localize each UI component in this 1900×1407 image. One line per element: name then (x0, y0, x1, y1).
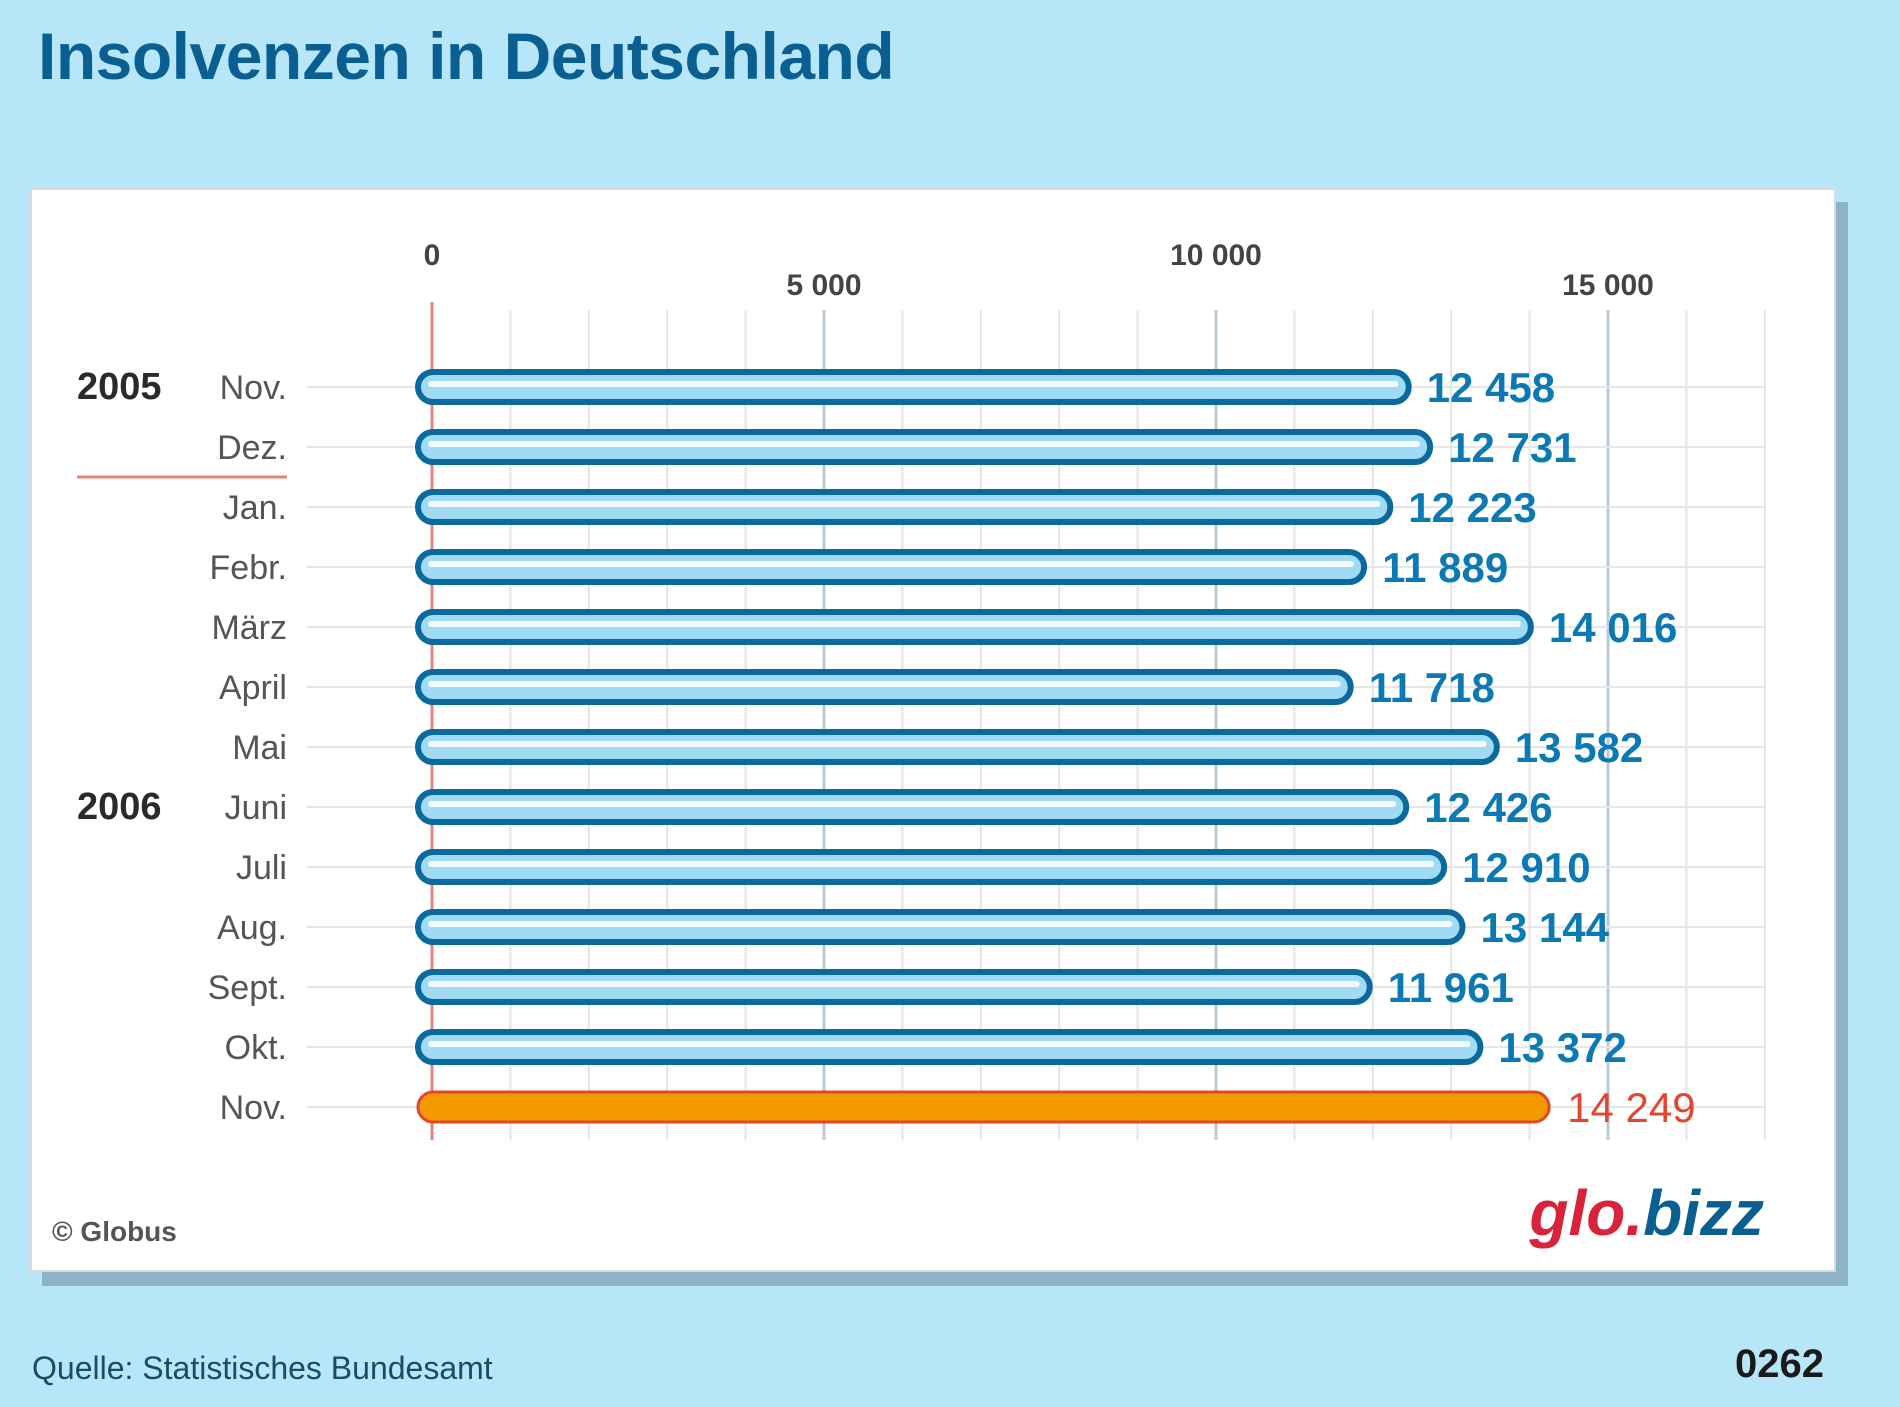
category-label: Nov. (220, 1089, 287, 1127)
bar-chart: 0 5 000 10 000 15 000 Nov. Dez. Jan. Febr. März… (77, 239, 1766, 1140)
bar (416, 1090, 1551, 1124)
bar-highlight-stripe (428, 441, 1421, 447)
year-label: 2006 (77, 786, 162, 828)
value-label: 12 223 (1408, 484, 1536, 531)
source-note: Quelle: Statistisches Bundesamt (32, 1350, 493, 1386)
category-label: Okt. (225, 1029, 287, 1067)
bar-highlight-stripe (428, 561, 1355, 567)
bars (415, 369, 1551, 1124)
chart-title: Insolvenzen in Deutschland (38, 19, 895, 93)
value-label: 13 582 (1515, 724, 1643, 771)
bar-highlight-stripe (428, 681, 1341, 687)
category-label: Nov. (220, 369, 287, 407)
value-label: 14 016 (1549, 604, 1677, 651)
value-label: 13 372 (1498, 1024, 1626, 1071)
x-tick-label: 0 (424, 239, 441, 272)
value-label: 11 889 (1382, 544, 1508, 591)
value-label: 14 249 (1567, 1084, 1695, 1131)
category-label: Febr. (210, 549, 287, 587)
value-labels: 12 458 12 731 12 223 11 889 14 016 11 718 13 5… (1369, 364, 1696, 1131)
value-label: 13 144 (1480, 904, 1609, 951)
bar-highlight-stripe (428, 741, 1487, 747)
x-tick-label: 10 000 (1170, 239, 1262, 272)
copyright-label: © Globus (52, 1216, 177, 1247)
category-label: Sept. (208, 969, 287, 1007)
logo-part-1: glo. (1529, 1177, 1644, 1249)
category-label: Juni (225, 789, 287, 827)
x-tick-label: 15 000 (1562, 269, 1654, 302)
bar-highlight-stripe (428, 861, 1435, 867)
bar-highlight-stripe (428, 621, 1521, 627)
bar-highlight-stripe (428, 801, 1397, 807)
bar-highlight-stripe (428, 981, 1360, 987)
category-label: Dez. (217, 429, 287, 467)
year-label: 2005 (77, 366, 162, 408)
globizz-logo: glo.bizz (1529, 1176, 1764, 1250)
category-label: Aug. (217, 909, 287, 947)
value-label: 12 458 (1427, 364, 1555, 411)
logo-part-2: bizz (1643, 1177, 1764, 1249)
year-labels: 2005 2006 (77, 366, 287, 828)
chart-panel: 0 5 000 10 000 15 000 Nov. Dez. Jan. Febr. März… (30, 188, 1836, 1272)
value-label: 11 961 (1388, 964, 1514, 1011)
category-label: Mai (232, 729, 287, 767)
value-label: 11 718 (1369, 664, 1495, 711)
value-label: 12 731 (1448, 424, 1576, 471)
graphic-code: 0262 (1735, 1342, 1824, 1386)
category-labels: Nov. Dez. Jan. Febr. März April Mai Juni Juli Aug… (208, 369, 287, 1127)
x-axis-ticks: 0 5 000 10 000 15 000 (424, 239, 1654, 302)
category-label: März (211, 609, 287, 647)
bar-highlight-stripe (428, 921, 1453, 927)
category-label: Juli (236, 849, 287, 887)
x-tick-label: 5 000 (786, 269, 861, 302)
value-label: 12 910 (1462, 844, 1590, 891)
category-label: April (219, 669, 287, 707)
category-label: Jan. (223, 489, 287, 527)
bar-highlight-stripe (428, 1041, 1471, 1047)
bar-highlight-stripe (428, 501, 1381, 507)
bar-highlight-stripe (428, 381, 1399, 387)
value-label: 12 426 (1424, 784, 1552, 831)
